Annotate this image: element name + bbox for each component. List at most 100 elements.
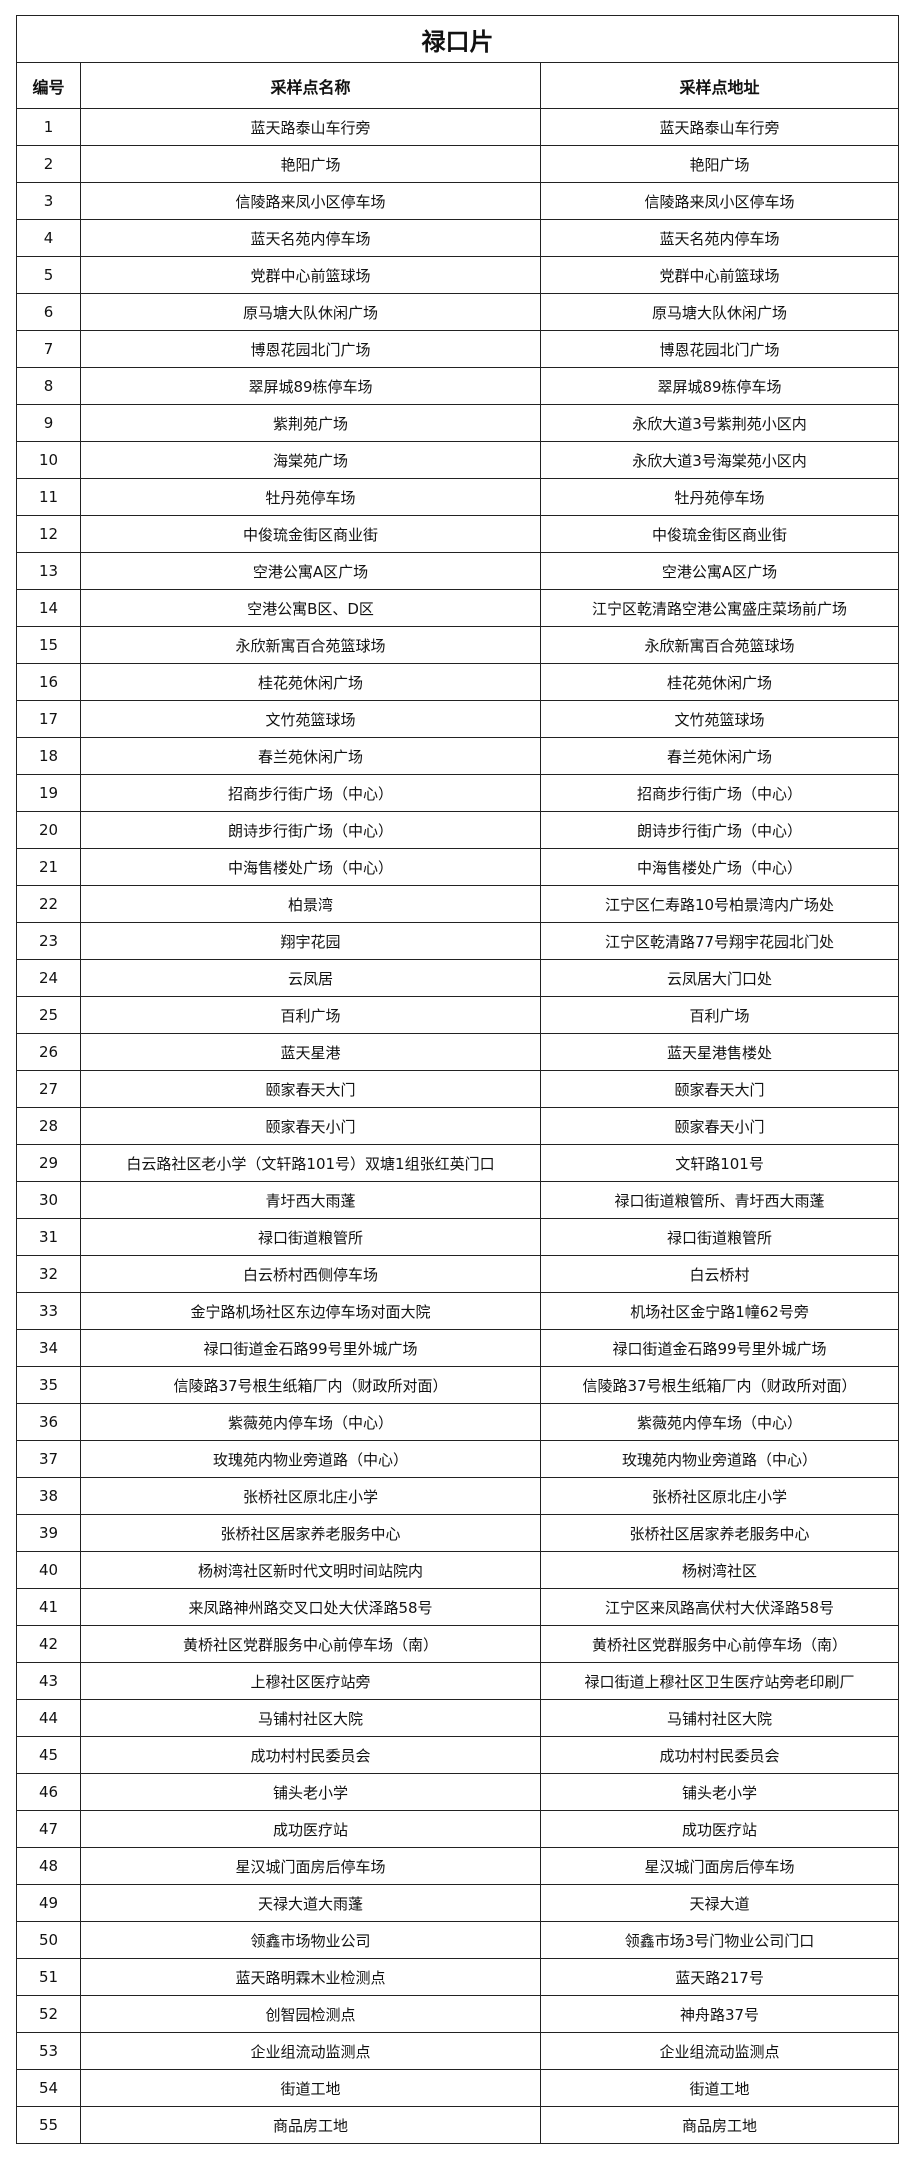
table-row: 21 中海售楼处广场（中心） 中海售楼处广场（中心）	[16, 848, 900, 886]
cell-site-name: 原马塘大队休闲广场	[80, 293, 541, 331]
table-row: 52 创智园检测点 神舟路37号	[16, 1995, 900, 2033]
cell-site-address: 江宁区乾清路空港公寓盛庄菜场前广场	[539, 589, 900, 627]
cell-site-address: 蓝天路217号	[539, 1958, 900, 1996]
table-row: 45 成功村村民委员会 成功村村民委员会	[16, 1736, 900, 1774]
cell-number: 12	[16, 515, 81, 553]
table-row: 14 空港公寓B区、D区 江宁区乾清路空港公寓盛庄菜场前广场	[16, 589, 900, 627]
table-row: 36 紫薇苑内停车场（中心） 紫薇苑内停车场（中心）	[16, 1403, 900, 1441]
cell-number: 9	[16, 404, 81, 442]
cell-number: 51	[16, 1958, 81, 1996]
table-row: 12 中俊琉金街区商业街 中俊琉金街区商业街	[16, 515, 900, 553]
cell-site-address: 张桥社区居家养老服务中心	[539, 1514, 900, 1552]
cell-site-name: 青圩西大雨蓬	[80, 1181, 541, 1219]
table-row: 13 空港公寓A区广场 空港公寓A区广场	[16, 552, 900, 590]
cell-site-address: 张桥社区原北庄小学	[539, 1477, 900, 1515]
table-row: 37 玫瑰苑内物业旁道路（中心） 玫瑰苑内物业旁道路（中心）	[16, 1440, 900, 1478]
cell-number: 33	[16, 1292, 81, 1330]
cell-site-address: 博恩花园北门广场	[539, 330, 900, 368]
cell-site-name: 蓝天名苑内停车场	[80, 219, 541, 257]
cell-number: 52	[16, 1995, 81, 2033]
cell-site-name: 星汉城门面房后停车场	[80, 1847, 541, 1885]
table-row: 35 信陵路37号根生纸箱厂内（财政所对面） 信陵路37号根生纸箱厂内（财政所对面）	[16, 1366, 900, 1404]
cell-number: 23	[16, 922, 81, 960]
cell-site-address: 成功村村民委员会	[539, 1736, 900, 1774]
cell-site-address: 春兰苑休闲广场	[539, 737, 900, 775]
table-row: 39 张桥社区居家养老服务中心 张桥社区居家养老服务中心	[16, 1514, 900, 1552]
cell-number: 54	[16, 2069, 81, 2107]
cell-number: 41	[16, 1588, 81, 1626]
table-row: 26 蓝天星港 蓝天星港售楼处	[16, 1033, 900, 1071]
cell-site-name: 天禄大道大雨蓬	[80, 1884, 541, 1922]
cell-site-address: 中俊琉金街区商业街	[539, 515, 900, 553]
cell-site-address: 禄口街道粮管所、青圩西大雨蓬	[539, 1181, 900, 1219]
table-row: 31 禄口街道粮管所 禄口街道粮管所	[16, 1218, 900, 1256]
cell-number: 14	[16, 589, 81, 627]
cell-site-address: 商品房工地	[539, 2106, 900, 2144]
cell-site-address: 中海售楼处广场（中心）	[539, 848, 900, 886]
cell-site-name: 云凤居	[80, 959, 541, 997]
cell-site-address: 江宁区仁寿路10号柏景湾内广场处	[539, 885, 900, 923]
table-title: 禄口片	[15, 15, 900, 63]
table-row: 20 朗诗步行街广场（中心） 朗诗步行街广场（中心）	[16, 811, 900, 849]
cell-site-address: 永欣大道3号紫荆苑小区内	[539, 404, 900, 442]
cell-site-address: 机场社区金宁路1幢62号旁	[539, 1292, 900, 1330]
cell-site-address: 黄桥社区党群服务中心前停车场（南）	[539, 1625, 900, 1663]
cell-site-address: 牡丹苑停车场	[539, 478, 900, 516]
cell-site-address: 领鑫市场3号门物业公司门口	[539, 1921, 900, 1959]
cell-number: 48	[16, 1847, 81, 1885]
table-row: 46 铺头老小学 铺头老小学	[16, 1773, 900, 1811]
cell-number: 15	[16, 626, 81, 664]
table-row: 5 党群中心前篮球场 党群中心前篮球场	[16, 256, 900, 294]
cell-number: 30	[16, 1181, 81, 1219]
cell-number: 42	[16, 1625, 81, 1663]
cell-site-name: 海棠苑广场	[80, 441, 541, 479]
cell-site-name: 牡丹苑停车场	[80, 478, 541, 516]
cell-number: 45	[16, 1736, 81, 1774]
cell-site-name: 春兰苑休闲广场	[80, 737, 541, 775]
cell-site-name: 紫荆苑广场	[80, 404, 541, 442]
cell-site-name: 中海售楼处广场（中心）	[80, 848, 541, 886]
cell-number: 29	[16, 1144, 81, 1182]
table-row: 9 紫荆苑广场 永欣大道3号紫荆苑小区内	[16, 404, 900, 442]
cell-site-address: 云凤居大门口处	[539, 959, 900, 997]
table-row: 30 青圩西大雨蓬 禄口街道粮管所、青圩西大雨蓬	[16, 1181, 900, 1219]
cell-number: 7	[16, 330, 81, 368]
cell-site-name: 上穆社区医疗站旁	[80, 1662, 541, 1700]
cell-site-name: 翠屏城89栋停车场	[80, 367, 541, 405]
cell-site-address: 蓝天路泰山车行旁	[539, 108, 900, 146]
cell-number: 40	[16, 1551, 81, 1589]
cell-site-address: 文轩路101号	[539, 1144, 900, 1182]
cell-site-address: 企业组流动监测点	[539, 2032, 900, 2070]
cell-site-name: 马铺村社区大院	[80, 1699, 541, 1737]
cell-number: 32	[16, 1255, 81, 1293]
table-row: 33 金宁路机场社区东边停车场对面大院 机场社区金宁路1幢62号旁	[16, 1292, 900, 1330]
cell-site-name: 商品房工地	[80, 2106, 541, 2144]
cell-site-name: 招商步行街广场（中心）	[80, 774, 541, 812]
header-number: 编号	[16, 62, 81, 109]
cell-site-name: 党群中心前篮球场	[80, 256, 541, 294]
cell-site-name: 信陵路来凤小区停车场	[80, 182, 541, 220]
cell-number: 50	[16, 1921, 81, 1959]
table-row: 10 海棠苑广场 永欣大道3号海棠苑小区内	[16, 441, 900, 479]
cell-site-address: 星汉城门面房后停车场	[539, 1847, 900, 1885]
cell-number: 55	[16, 2106, 81, 2144]
cell-site-name: 成功医疗站	[80, 1810, 541, 1848]
cell-site-name: 蓝天路泰山车行旁	[80, 108, 541, 146]
cell-site-address: 天禄大道	[539, 1884, 900, 1922]
table-row: 22 柏景湾 江宁区仁寿路10号柏景湾内广场处	[16, 885, 900, 923]
cell-site-name: 企业组流动监测点	[80, 2032, 541, 2070]
cell-number: 1	[16, 108, 81, 146]
cell-site-address: 信陵路37号根生纸箱厂内（财政所对面）	[539, 1366, 900, 1404]
cell-site-name: 张桥社区原北庄小学	[80, 1477, 541, 1515]
cell-site-address: 马铺村社区大院	[539, 1699, 900, 1737]
cell-number: 38	[16, 1477, 81, 1515]
table-row: 16 桂花苑休闲广场 桂花苑休闲广场	[16, 663, 900, 701]
cell-site-name: 禄口街道粮管所	[80, 1218, 541, 1256]
cell-site-name: 桂花苑休闲广场	[80, 663, 541, 701]
cell-number: 11	[16, 478, 81, 516]
cell-site-name: 禄口街道金石路99号里外城广场	[80, 1329, 541, 1367]
cell-site-name: 空港公寓A区广场	[80, 552, 541, 590]
table-row: 54 街道工地 街道工地	[16, 2069, 900, 2107]
cell-number: 19	[16, 774, 81, 812]
table-row: 7 博恩花园北门广场 博恩花园北门广场	[16, 330, 900, 368]
